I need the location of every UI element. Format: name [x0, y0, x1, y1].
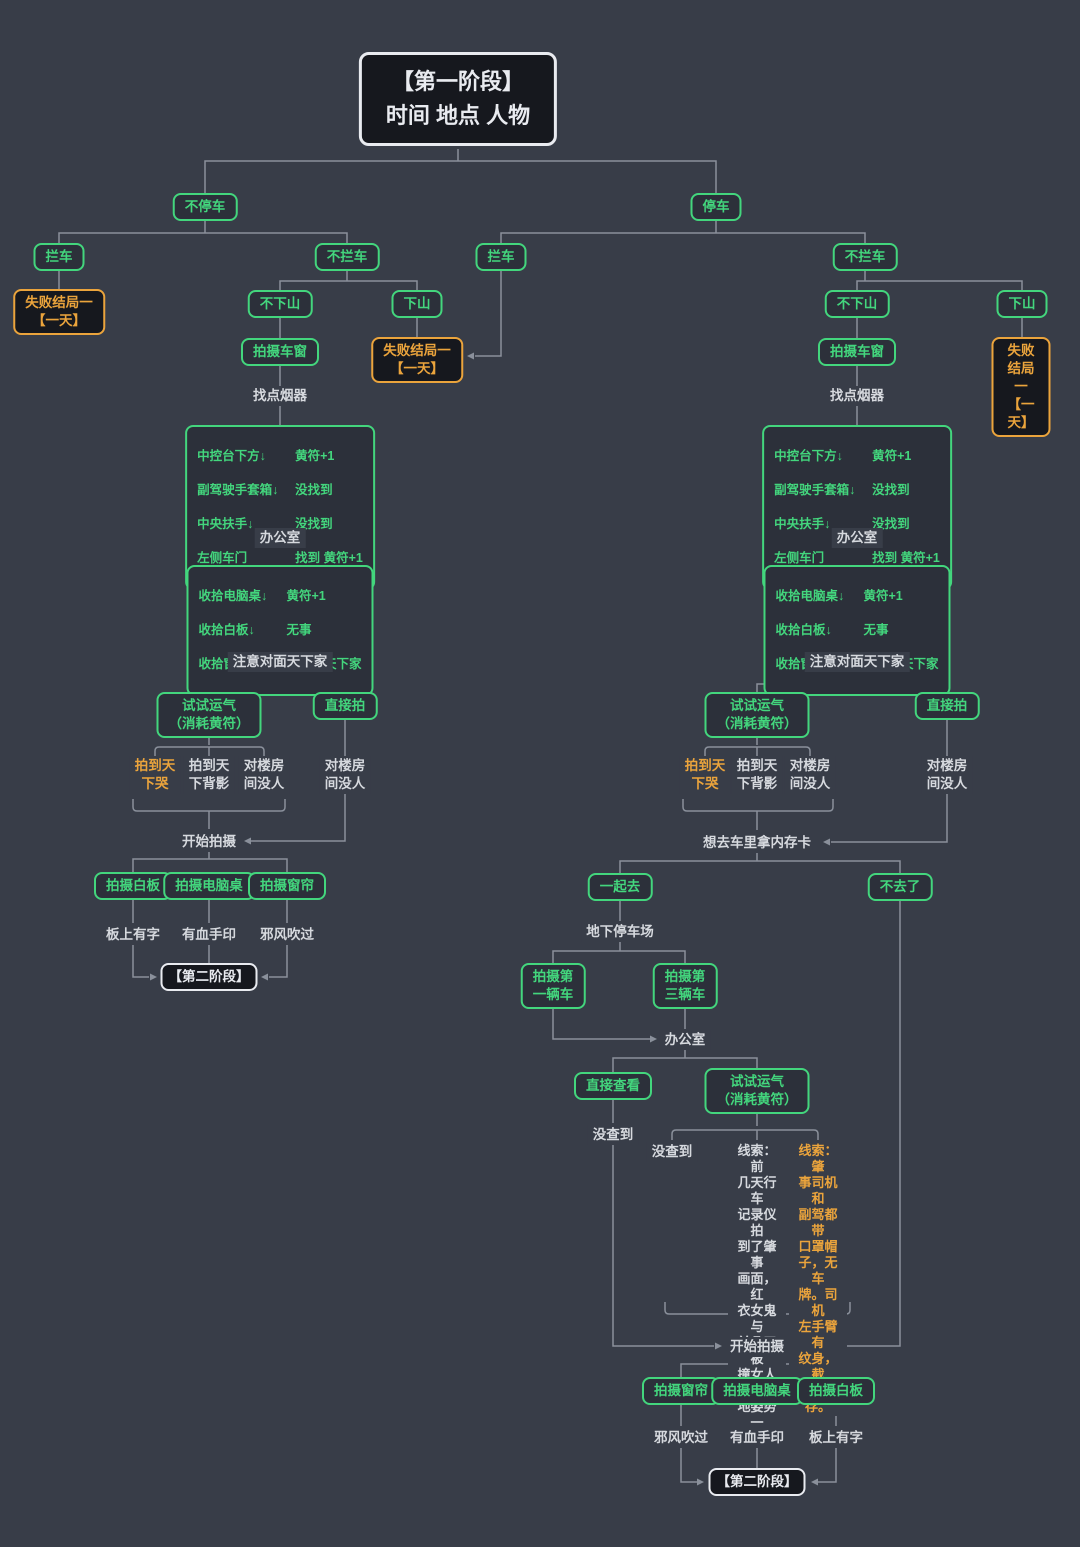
r-underground-parking[interactable]: 地下停车场 [581, 922, 659, 942]
l-no-block-car[interactable]: 不拦车 [314, 243, 380, 271]
l-try-luck[interactable]: 试试运气 （消耗黄符） [156, 692, 262, 738]
search-result: 黄符+1 [286, 589, 326, 603]
l-fail-ending-block[interactable]: 失败结局一 【一天】 [13, 289, 105, 335]
l-shoot-curtain[interactable]: 拍摄窗帘 [248, 872, 326, 900]
r-office-search-results[interactable]: 收拾电脑桌↓黄符+1 收拾白板↓无事 收拾窗台注意到天下家 [763, 565, 951, 696]
r-shoot-first-car[interactable]: 拍摄第 一辆车 [520, 963, 586, 1009]
l-office-search-results[interactable]: 收拾电脑桌↓黄符+1 收拾白板↓无事 收拾窗台注意到天下家 [186, 565, 374, 696]
l-start-shooting[interactable]: 开始拍摄 [177, 832, 241, 852]
l-no-stop-car[interactable]: 不停车 [172, 193, 238, 221]
r-shoot-whiteboard[interactable]: 拍摄白板 [797, 1377, 875, 1405]
l-lighter-search-results[interactable]: 中控台下方↓ 黄符+1 副驾驶手套箱↓ 没找到 中央扶手↓ 没找到 左侧车门 找到 黄符… [185, 425, 375, 590]
search-spot: 左侧车门 [774, 551, 825, 565]
search-result: 没找到 [872, 517, 910, 531]
r-no-block-car[interactable]: 不拦车 [832, 243, 898, 271]
r-result-evil-wind[interactable]: 邪风吹过 [649, 1428, 713, 1448]
r-luck-nothing-found[interactable]: 没查到 [646, 1142, 698, 1162]
l-stage-two[interactable]: 【第二阶段】 [160, 963, 258, 991]
search-result: 黄符+1 [295, 449, 335, 463]
l-result-bloody-handprint[interactable]: 有血手印 [177, 925, 241, 945]
search-result: 黄符+1 [872, 449, 912, 463]
search-spot: 收拾电脑桌↓ [775, 589, 845, 603]
l-direct-outcome-room-empty[interactable]: 对楼房 间没人 [319, 756, 371, 794]
r-not-going[interactable]: 不去了 [867, 873, 933, 901]
l-stay-on-mountain[interactable]: 不下山 [247, 290, 313, 318]
search-spot: 收拾白板↓ [198, 623, 255, 637]
l-find-lighter[interactable]: 找点烟器 [248, 386, 312, 406]
r-result-words-on-board[interactable]: 板上有字 [804, 1428, 868, 1448]
r-block-car[interactable]: 拦车 [475, 243, 527, 271]
search-spot: 中控台下方↓ [197, 449, 266, 463]
r-try-luck[interactable]: 试试运气 （消耗黄符） [704, 692, 810, 738]
l-shoot-whiteboard[interactable]: 拍摄白板 [94, 872, 172, 900]
search-result: 无事 [863, 623, 889, 637]
root-topic[interactable]: 【第一阶段】 时间 地点 人物 [358, 52, 558, 146]
r-start-shooting[interactable]: 开始拍摄 [725, 1337, 789, 1357]
left-tree-connectors [58, 149, 717, 978]
r-result-bloody-handprint[interactable]: 有血手印 [725, 1428, 789, 1448]
l-outcome-room-empty[interactable]: 对楼房 间没人 [238, 756, 290, 794]
r-check-nothing-found[interactable]: 没查到 [587, 1125, 639, 1145]
r-office-2[interactable]: 办公室 [659, 1030, 711, 1050]
l-notice-tianxia-home[interactable]: 注意对面天下家 [227, 652, 333, 672]
l-shoot-computer-desk[interactable]: 拍摄电脑桌 [163, 872, 255, 900]
r-lighter-search-results[interactable]: 中控台下方↓ 黄符+1 副驾驶手套箱↓ 没找到 中央扶手↓ 没找到 左侧车门 找到 黄符… [762, 425, 952, 590]
r-outcome-tianxia-cry[interactable]: 拍到天 下哭 [679, 756, 731, 794]
search-result: 没找到 [295, 517, 333, 531]
l-block-car[interactable]: 拦车 [33, 243, 85, 271]
search-result: 找到 黄符+1 [872, 551, 940, 565]
r-shoot-computer-desk[interactable]: 拍摄电脑桌 [711, 1377, 803, 1405]
r-clue-driver-tattoo[interactable]: 线索：肇 事司机和 副驾都带 口罩帽 子，无车 牌。司机 左手臂有 纹身，截 图… [789, 1142, 847, 1416]
search-spot: 左侧车门 [197, 551, 248, 565]
search-spot: 中控台下方↓ [774, 449, 843, 463]
r-try-luck-2[interactable]: 试试运气 （消耗黄符） [704, 1068, 810, 1114]
l-office[interactable]: 办公室 [254, 528, 306, 548]
l-result-evil-wind[interactable]: 邪风吹过 [255, 925, 319, 945]
search-result: 无事 [286, 623, 312, 637]
l-descend-mountain[interactable]: 下山 [391, 290, 443, 318]
r-get-memory-card[interactable]: 想去车里拿内存卡 [698, 833, 816, 853]
search-spot: 中央扶手↓ [197, 517, 254, 531]
r-shoot-curtain[interactable]: 拍摄窗帘 [642, 1377, 720, 1405]
l-outcome-tianxia-cry[interactable]: 拍到天 下哭 [129, 756, 181, 794]
search-spot: 收拾白板↓ [775, 623, 832, 637]
r-notice-tianxia-home[interactable]: 注意对面天下家 [804, 652, 910, 672]
l-result-words-on-board[interactable]: 板上有字 [101, 925, 165, 945]
search-spot: 收拾电脑桌↓ [198, 589, 268, 603]
r-direct-outcome-room-empty[interactable]: 对楼房 间没人 [921, 756, 973, 794]
r-shoot-car-window[interactable]: 拍摄车窗 [818, 338, 896, 366]
search-result: 没找到 [872, 483, 910, 497]
l-direct-shoot[interactable]: 直接拍 [312, 692, 378, 720]
search-result: 找到 黄符+1 [295, 551, 363, 565]
r-descend-mountain[interactable]: 下山 [996, 290, 1048, 318]
r-direct-shoot[interactable]: 直接拍 [914, 692, 980, 720]
r-outcome-tianxia-back[interactable]: 拍到天 下背影 [731, 756, 783, 794]
search-spot: 中央扶手↓ [774, 517, 831, 531]
r-stay-on-mountain[interactable]: 不下山 [824, 290, 890, 318]
l-fail-ending-descend[interactable]: 失败结局一 【一天】 [371, 337, 463, 383]
r-go-together[interactable]: 一起去 [587, 873, 653, 901]
r-stage-two[interactable]: 【第二阶段】 [708, 1468, 806, 1496]
r-direct-check[interactable]: 直接查看 [574, 1072, 652, 1100]
r-fail-ending-descend[interactable]: 失败结局一 【一天】 [991, 337, 1051, 437]
r-find-lighter[interactable]: 找点烟器 [825, 386, 889, 406]
l-outcome-tianxia-back[interactable]: 拍到天 下背影 [183, 756, 235, 794]
r-stop-car[interactable]: 停车 [690, 193, 742, 221]
r-outcome-room-empty[interactable]: 对楼房 间没人 [784, 756, 836, 794]
r-office[interactable]: 办公室 [831, 528, 883, 548]
search-result: 没找到 [295, 483, 333, 497]
search-spot: 副驾驶手套箱↓ [774, 483, 856, 497]
l-shoot-car-window[interactable]: 拍摄车窗 [241, 338, 319, 366]
search-result: 黄符+1 [863, 589, 903, 603]
r-shoot-third-car[interactable]: 拍摄第 三辆车 [652, 963, 718, 1009]
search-spot: 副驾驶手套箱↓ [197, 483, 279, 497]
